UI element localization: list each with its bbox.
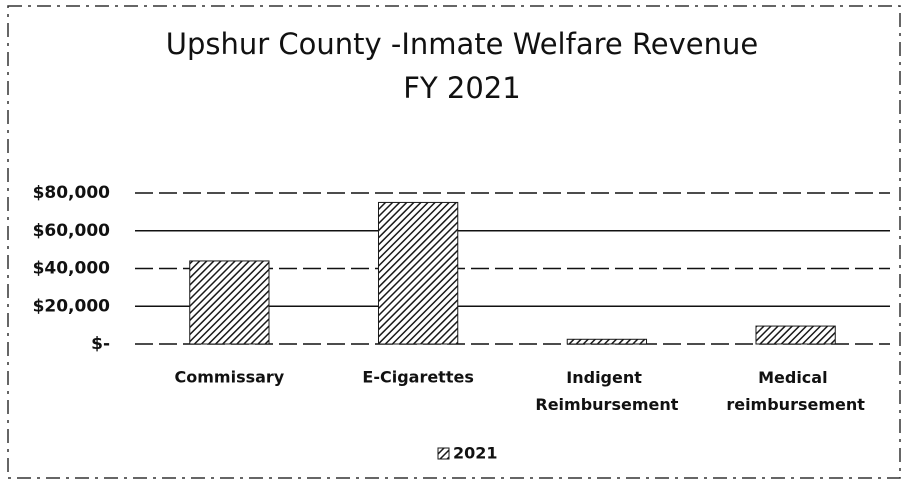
label-line: Reimbursement	[535, 395, 678, 414]
chart-subtitle: FY 2021	[403, 71, 520, 105]
y-tick-label: $-	[91, 334, 110, 354]
x-tick-label: Indigent Reimbursement	[535, 368, 678, 414]
y-tick-label: $60,000	[33, 221, 111, 241]
x-tick-label: E-Cigarettes	[362, 368, 473, 387]
x-tick-label: Medical reimbursement	[726, 368, 865, 414]
legend-label: 2021	[453, 444, 498, 463]
y-tick-label: $40,000	[33, 259, 111, 279]
chart-border	[7, 5, 901, 479]
y-tick-label: $80,000	[33, 183, 111, 203]
x-tick-label: Commissary	[175, 368, 285, 387]
bar	[755, 325, 836, 345]
label-line: Indigent	[566, 368, 647, 387]
y-tick-label: $20,000	[33, 296, 111, 316]
chart-title: Upshur County -Inmate Welfare Revenue	[166, 27, 759, 61]
bar	[189, 260, 270, 345]
bar	[566, 338, 648, 345]
label-line: reimbursement	[726, 395, 865, 414]
legend-swatch	[437, 447, 450, 460]
bar	[377, 201, 459, 345]
label-line: Medical	[758, 368, 833, 387]
